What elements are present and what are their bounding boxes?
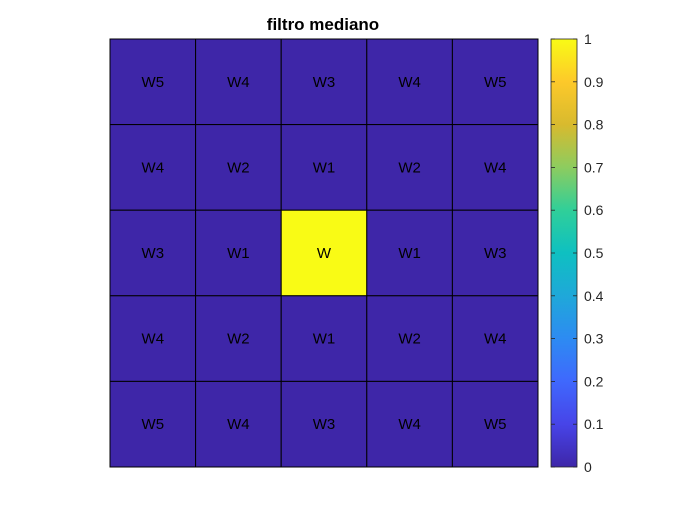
heatmap-cell-label: W	[317, 245, 332, 262]
colorbar-tick-label: 0.2	[584, 373, 604, 389]
heatmap-cell-label: W4	[484, 331, 507, 348]
heatmap-cell-label: W5	[484, 74, 507, 91]
heatmap-cell-label: W4	[142, 159, 165, 176]
heatmap-cell	[280, 124, 368, 211]
heatmap-cell	[366, 38, 453, 126]
colorbar-tick-label: 0.7	[584, 159, 604, 175]
heatmap-cell-label: W1	[313, 159, 336, 176]
heatmap-cell	[280, 380, 368, 468]
heatmap-cell-label: W2	[227, 331, 250, 348]
heatmap-cell-label: W4	[142, 331, 165, 348]
heatmap-cell-labels: W5 W4 W3 W4 W5 W4 W2 W1 W2 W4 W3 W1 W W1 W3 W4 W2 W1 W2 W4 W…	[142, 74, 507, 433]
heatmap-cell-label: W3	[313, 416, 336, 433]
heatmap-cell	[451, 38, 539, 126]
heatmap-cell-label: W1	[227, 245, 250, 262]
heatmap-cell-label: W1	[398, 245, 421, 262]
heatmap-cell	[280, 209, 368, 297]
heatmap-cell	[195, 38, 282, 126]
heatmap-cell-label: W5	[142, 416, 165, 433]
colorbar-tick-label: 0.6	[584, 202, 604, 218]
heatmap-cell-label: W1	[313, 331, 336, 348]
colorbar-tick-label: 0.1	[584, 416, 604, 432]
heatmap-cell	[109, 124, 197, 211]
chart-title: filtro mediano	[267, 15, 379, 34]
heatmap-cell-label: W5	[484, 416, 507, 433]
heatmap-cell-label: W4	[398, 74, 421, 91]
plot-frame	[109, 38, 539, 468]
heatmap-cell-label: W2	[227, 159, 250, 176]
colorbar-gradient	[551, 39, 577, 467]
heatmap-cell-label: W4	[227, 416, 250, 433]
colorbar-tick-label: 0.9	[584, 74, 604, 90]
heatmap-cell-label: W3	[313, 74, 336, 91]
heatmap-cell	[451, 380, 539, 468]
heatmap-cell-label: W4	[484, 159, 507, 176]
heatmap-cell-label: W2	[398, 331, 421, 348]
heatmap-cell	[366, 209, 453, 297]
heatmap-cell	[109, 380, 197, 468]
heatmap-cell	[195, 380, 282, 468]
heatmap-cell	[451, 295, 539, 382]
heatmap-cell-label: W2	[398, 159, 421, 176]
colorbar: 0 0.1 0.2 0.3 0.4 0.5 0.6 0.7 0.8 0.9 1	[550, 31, 604, 475]
heatmap-cell-label: W5	[142, 74, 165, 91]
colorbar-tick-label: 0.3	[584, 331, 604, 347]
heatmap-cell	[280, 295, 368, 382]
heatmap-cell	[366, 295, 453, 382]
colorbar-tick-label: 0	[584, 459, 592, 475]
colorbar-tick-label: 0.8	[584, 117, 604, 133]
heatmap-cell	[195, 209, 282, 297]
heatmap-cell-label: W3	[142, 245, 165, 262]
colorbar-tick-label: 1	[584, 31, 592, 47]
colorbar-tick-label: 0.4	[584, 288, 604, 304]
colorbar-tick-label: 0.5	[584, 245, 604, 261]
heatmap-cell	[109, 38, 197, 126]
heatmap-cell	[451, 124, 539, 211]
heatmap-cell-label: W4	[398, 416, 421, 433]
heatmap-cell	[195, 295, 282, 382]
heatmap-cell-label: W4	[227, 74, 250, 91]
heatmap-cells	[109, 38, 539, 468]
heatmap-cell-label: W3	[484, 245, 507, 262]
colorbar-ticks: 0 0.1 0.2 0.3 0.4 0.5 0.6 0.7 0.8 0.9 1	[551, 31, 604, 475]
